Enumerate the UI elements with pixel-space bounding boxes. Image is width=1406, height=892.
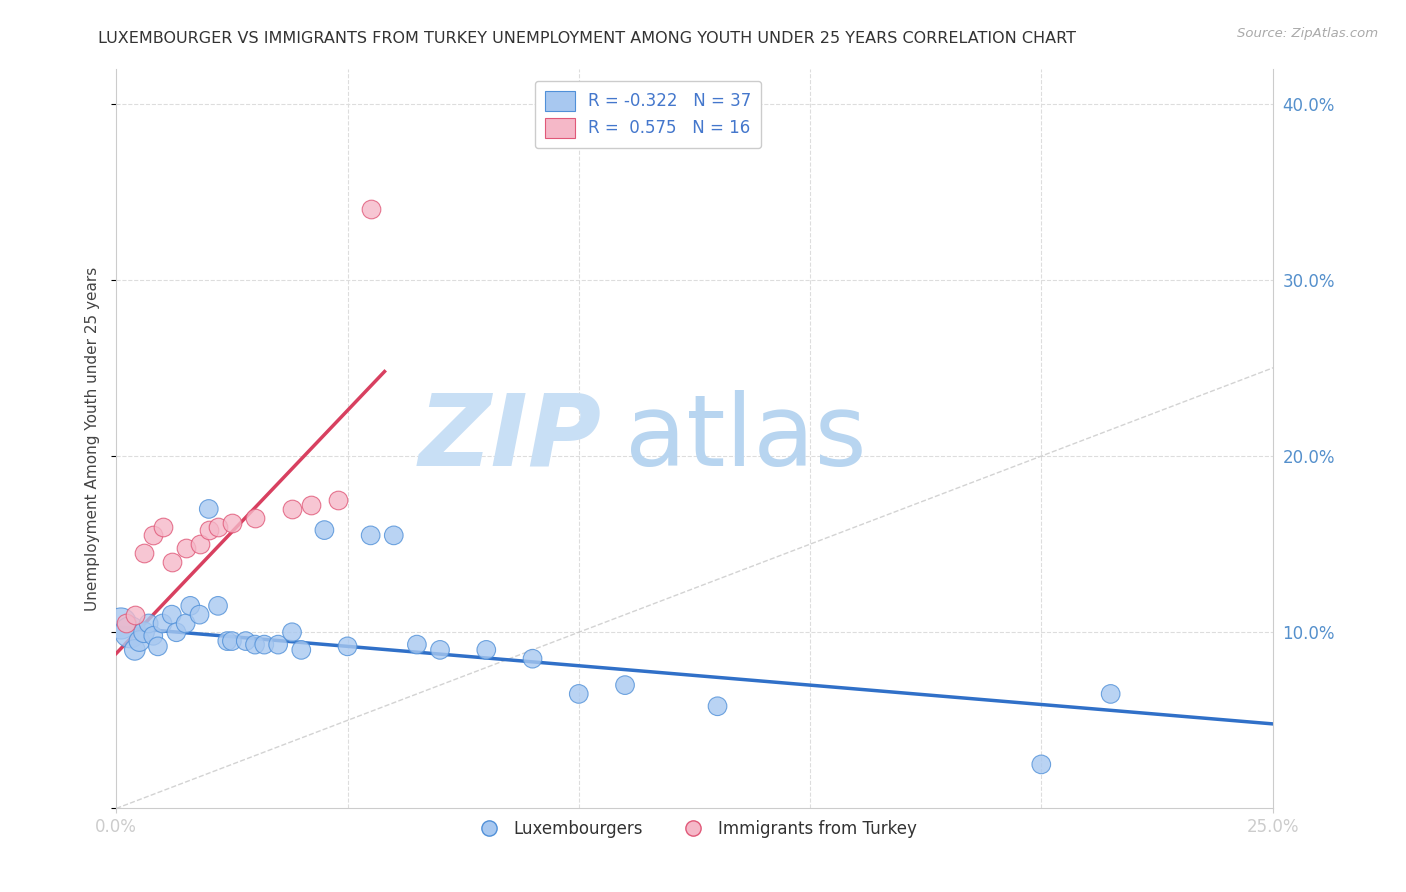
Point	[142, 528, 165, 542]
Point	[281, 502, 304, 516]
Point	[124, 607, 146, 622]
Point	[217, 634, 239, 648]
Point	[522, 651, 544, 665]
Point	[146, 640, 169, 654]
Text: Source: ZipAtlas.com: Source: ZipAtlas.com	[1237, 27, 1378, 40]
Point	[336, 640, 359, 654]
Point	[360, 202, 382, 217]
Point	[299, 499, 322, 513]
Point	[132, 625, 155, 640]
Y-axis label: Unemployment Among Youth under 25 years: Unemployment Among Youth under 25 years	[86, 267, 100, 611]
Point	[243, 638, 266, 652]
Legend: Luxembourgers, Immigrants from Turkey: Luxembourgers, Immigrants from Turkey	[465, 814, 924, 845]
Point	[235, 634, 257, 648]
Point	[267, 638, 290, 652]
Point	[281, 625, 304, 640]
Point	[142, 629, 165, 643]
Point	[243, 510, 266, 524]
Point	[382, 528, 405, 542]
Point	[328, 493, 350, 508]
Point	[706, 699, 728, 714]
Point	[221, 516, 243, 530]
Point	[152, 519, 174, 533]
Point	[221, 634, 243, 648]
Point	[429, 643, 451, 657]
Point	[174, 616, 197, 631]
Text: LUXEMBOURGER VS IMMIGRANTS FROM TURKEY UNEMPLOYMENT AMONG YOUTH UNDER 25 YEARS C: LUXEMBOURGER VS IMMIGRANTS FROM TURKEY U…	[98, 31, 1077, 46]
Point	[253, 638, 276, 652]
Point	[132, 546, 155, 560]
Point	[475, 643, 498, 657]
Point	[314, 523, 336, 537]
Point	[1031, 757, 1053, 772]
Point	[207, 599, 229, 613]
Point	[165, 625, 187, 640]
Point	[174, 541, 197, 555]
Point	[188, 537, 211, 551]
Point	[128, 634, 150, 648]
Point	[179, 599, 201, 613]
Point	[160, 607, 183, 622]
Point	[207, 519, 229, 533]
Point	[120, 625, 142, 640]
Point	[406, 638, 429, 652]
Point	[160, 555, 183, 569]
Text: ZIP: ZIP	[419, 390, 602, 487]
Point	[360, 528, 382, 542]
Point	[152, 616, 174, 631]
Point	[188, 607, 211, 622]
Point	[568, 687, 591, 701]
Point	[114, 616, 136, 631]
Point	[197, 502, 219, 516]
Point	[124, 643, 146, 657]
Text: atlas: atlas	[626, 390, 866, 487]
Point	[290, 643, 312, 657]
Point	[110, 616, 132, 631]
Point	[138, 616, 160, 631]
Point	[1099, 687, 1122, 701]
Point	[197, 523, 219, 537]
Point	[614, 678, 637, 692]
